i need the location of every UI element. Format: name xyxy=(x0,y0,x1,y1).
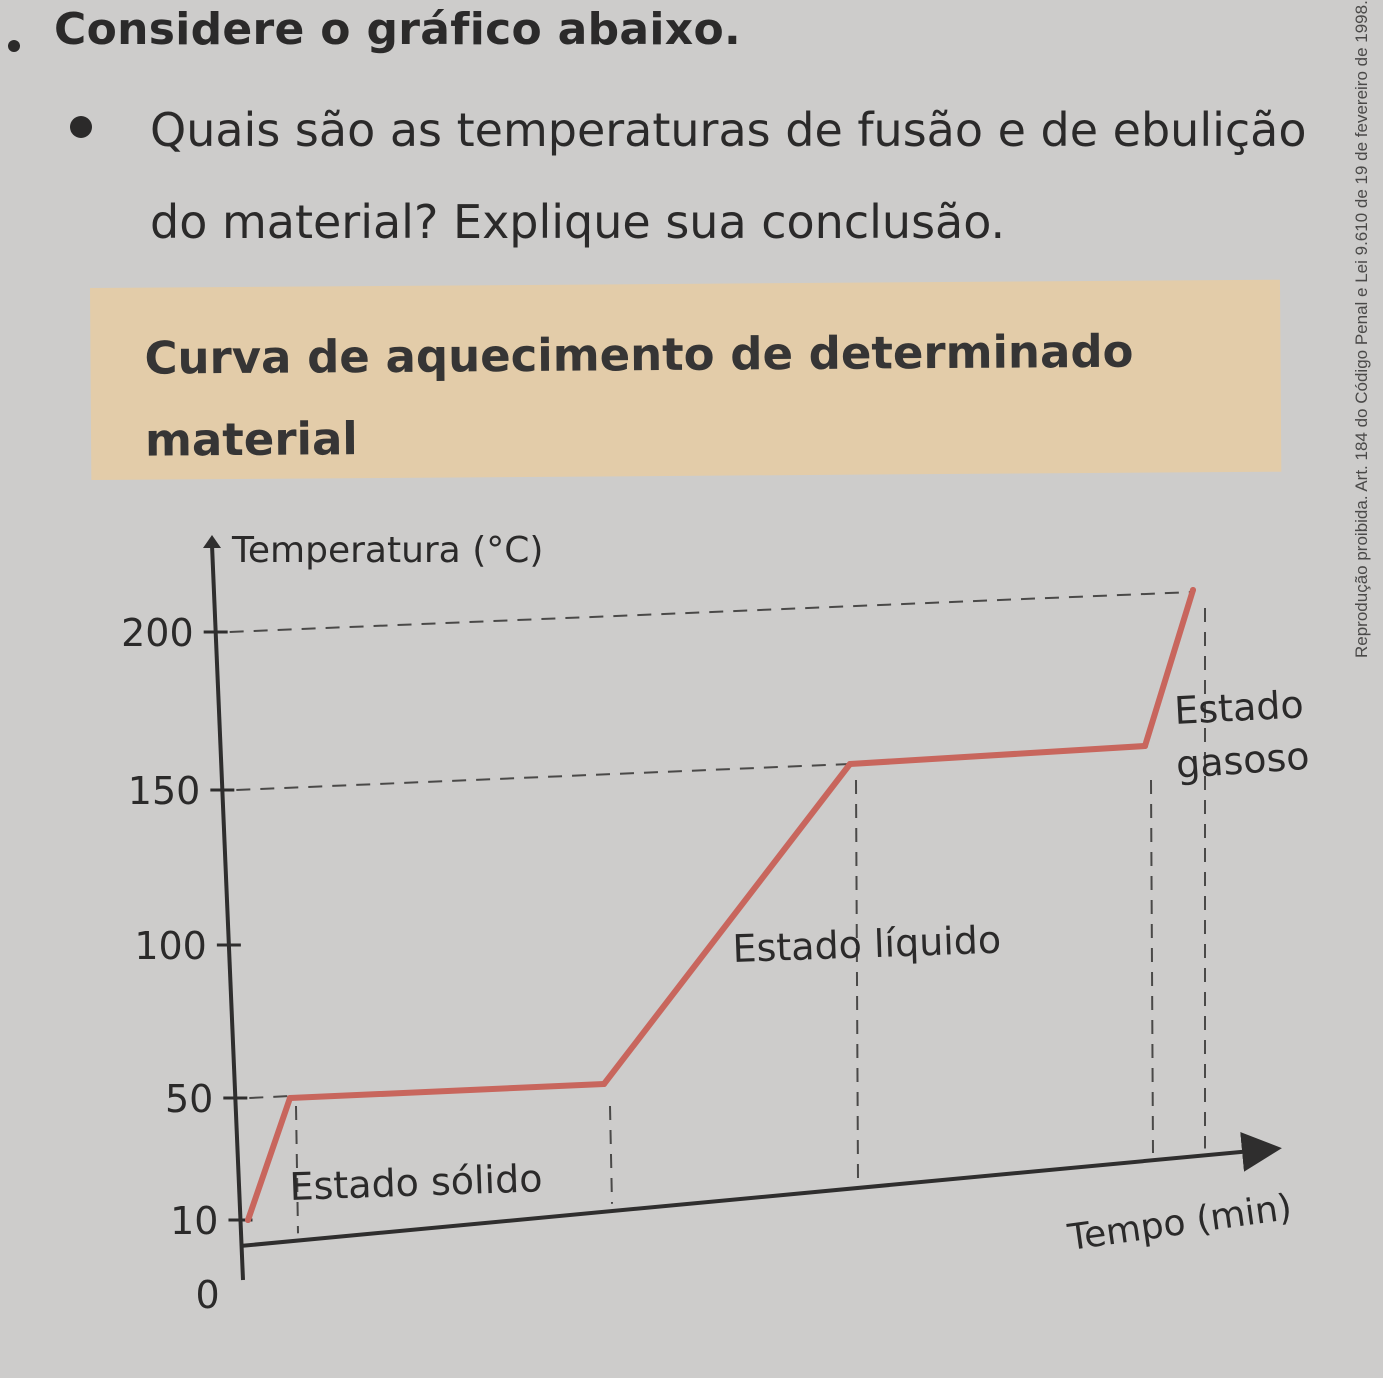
curve-segment xyxy=(847,743,1148,767)
region-label: Estado xyxy=(1173,682,1305,733)
guide-vertical xyxy=(295,1105,299,1234)
y-axis xyxy=(210,544,245,1281)
curve-point xyxy=(601,1081,607,1087)
y-tick-label: 50 xyxy=(165,1077,213,1121)
region-label: gasoso xyxy=(1175,734,1311,787)
question-text: Quais são as temperaturas de fusão e de … xyxy=(150,103,1307,249)
question-title: Considere o gráfico abaixo. xyxy=(54,4,741,55)
curve-segment xyxy=(601,761,853,1087)
guide-vertical xyxy=(609,1105,613,1204)
curve-point xyxy=(847,761,853,767)
curve-point xyxy=(1142,743,1148,749)
y-tick-label: 150 xyxy=(128,769,201,813)
region-label: Estado líquido xyxy=(732,918,1002,971)
region-label: Estado sólido xyxy=(289,1156,543,1209)
curve-point xyxy=(287,1095,293,1101)
guide-200 xyxy=(229,591,1194,633)
curve-segment xyxy=(245,1095,293,1223)
curve-segment xyxy=(287,1081,607,1101)
curve-segment xyxy=(1142,587,1196,749)
y-tick-label: 0 xyxy=(196,1273,220,1317)
y-tick-label: 100 xyxy=(134,924,207,968)
y-ticks: 0 10 50 100 150 200 xyxy=(121,611,253,1317)
guide-lines xyxy=(229,591,1206,1234)
x-axis-label: Tempo (min) xyxy=(1065,1187,1295,1259)
guide-150 xyxy=(236,763,851,791)
x-axis xyxy=(239,1131,1282,1248)
guide-50 xyxy=(249,1095,291,1099)
series xyxy=(245,587,1196,1223)
bullet-dot-icon xyxy=(70,116,92,138)
y-axis-arrow-icon xyxy=(203,535,221,548)
y-axis-label: Temperatura (°C) xyxy=(231,530,543,571)
curve-point xyxy=(1190,587,1196,593)
curve-point xyxy=(245,1217,251,1223)
y-tick-label: 200 xyxy=(121,611,194,655)
guide-vertical xyxy=(855,779,859,1181)
bullet-dot-icon xyxy=(8,40,20,52)
y-tick-label: 10 xyxy=(170,1199,218,1243)
guide-vertical xyxy=(1150,779,1154,1153)
